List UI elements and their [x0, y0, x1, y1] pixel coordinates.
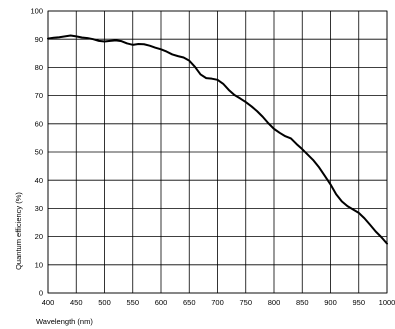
- series-group: [47, 34, 388, 245]
- y-tick-label-20: 20: [35, 232, 43, 241]
- y-tick-label-40: 40: [35, 176, 43, 185]
- x-tick-label-700: 700: [211, 298, 224, 307]
- y-tick-label-100: 100: [30, 7, 43, 16]
- y-tick-label-80: 80: [35, 63, 43, 72]
- x-tick-label-900: 900: [324, 298, 337, 307]
- x-tick-label-600: 600: [155, 298, 168, 307]
- y-tick-label-50: 50: [35, 148, 43, 157]
- x-tick-label-750: 750: [239, 298, 252, 307]
- x-tick-label-400: 400: [42, 298, 55, 307]
- x-tick-label-650: 650: [183, 298, 196, 307]
- x-tick-label-1000: 1000: [379, 298, 395, 307]
- grid-lines: [47, 10, 388, 294]
- x-tick-label-450: 450: [70, 298, 83, 307]
- x-tick-label-500: 500: [98, 298, 111, 307]
- plot-frame: [47, 10, 388, 294]
- x-tick-label-850: 850: [296, 298, 309, 307]
- x-axis-title: Wavelength (nm): [36, 317, 93, 326]
- y-tick-label-60: 60: [35, 119, 43, 128]
- y-tick-label-70: 70: [35, 91, 43, 100]
- y-tick-label-10: 10: [35, 260, 43, 269]
- tick-labels: 400 450 500 550 600 650 700 750 800 850 900 950 1000…: [30, 7, 395, 307]
- x-tick-label-950: 950: [352, 298, 365, 307]
- y-tick-label-30: 30: [35, 204, 43, 213]
- x-tick-label-800: 800: [268, 298, 281, 307]
- y-tick-label-0: 0: [39, 289, 43, 298]
- y-tick-label-90: 90: [35, 35, 43, 44]
- series-line-0: [47, 34, 388, 245]
- y-axis-title: Quantum efficiency (%): [14, 192, 23, 270]
- x-tick-label-550: 550: [126, 298, 139, 307]
